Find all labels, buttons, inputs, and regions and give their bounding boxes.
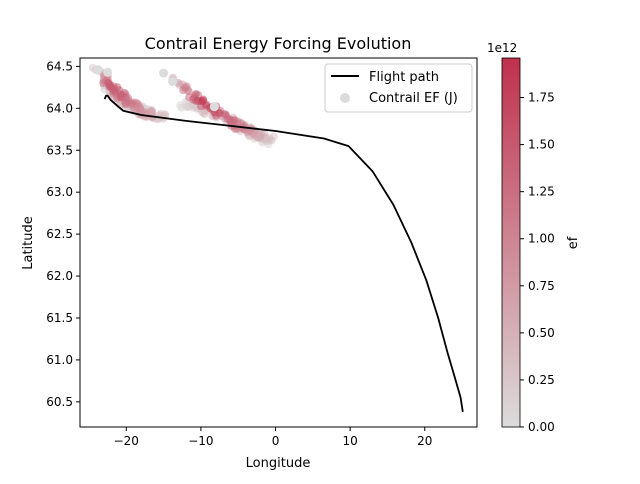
colorbar-tick-label: 1.50 [528,138,555,152]
colorbar-tick-label: 1.75 [528,91,555,105]
x-tick-label: 10 [342,434,357,448]
legend-marker-swatch [340,93,350,103]
x-tick-label: 20 [417,434,432,448]
colorbar-label: ef [566,236,581,249]
colorbar-tick-label: 1.00 [528,232,555,246]
plot-frame [79,57,478,428]
y-tick-label: 61.0 [46,353,73,367]
x-axis-label: Longitude [246,456,311,471]
colorbar-tick-label: 0.50 [528,326,555,340]
y-tick-label: 61.5 [46,311,73,325]
contrail-ef-point [127,99,136,108]
legend-label-flight-path: Flight path [369,70,439,85]
plot-area-marks [88,63,464,413]
y-tick-label: 62.5 [46,227,73,241]
contrail-ef-point [121,99,130,108]
colorbar-tick-label: 0.75 [528,279,555,293]
contrail-ef-point [103,67,113,77]
contrail-ef-point [256,132,265,141]
colorbar-tick-label: 0.25 [528,373,555,387]
legend-label-contrail-ef: Contrail EF (J) [369,91,458,106]
contrail-ef-point [230,115,239,124]
flight-path-line [103,94,464,413]
legend-box [324,63,473,113]
x-tick-label: −20 [114,434,139,448]
y-tick-label: 62.0 [46,269,73,283]
colorbar-ticks: 0.00 0.25 0.50 0.75 1.00 1.25 1.50 1.75 [520,91,555,434]
y-tick-label: 64.5 [46,59,73,73]
contrail-ef-point [106,82,115,91]
contrail-ef-point [209,102,219,112]
legend: Flight path Contrail EF (J) [324,63,473,113]
y-axis-label: Latitude [21,216,36,270]
y-tick-label: 64.0 [46,101,73,115]
contrail-ef-point [159,68,169,78]
contrail-ef-point [93,65,103,75]
y-tick-label: 60.5 [46,395,73,409]
colorbar-tick-label: 0.00 [528,420,555,434]
contrail-ef-point [237,119,246,128]
x-tick-label: 0 [272,434,280,448]
contrail-ef-point [199,95,208,104]
y-axis: 60.5 61.0 61.5 62.0 62.5 63.0 63.5 64.0 64.5 [46,59,80,409]
colorbar-tick-label: 1.25 [528,185,555,199]
colorbar: 0.00 0.25 0.50 0.75 1.00 1.25 1.50 1.75 1e12 ef [487,41,581,434]
y-tick-label: 63.0 [46,185,73,199]
x-tick-label: −10 [188,434,213,448]
colorbar-multiplier: 1e12 [487,41,517,55]
chart-title: Contrail Energy Forcing Evolution [145,34,412,53]
y-tick-label: 63.5 [46,143,73,157]
contrail-ef-point [179,86,188,95]
contrail-ef-point [168,76,178,86]
contrail-ef-point [200,109,209,118]
x-axis: −20 −10 0 10 20 [114,427,432,448]
colorbar-gradient [501,57,521,428]
